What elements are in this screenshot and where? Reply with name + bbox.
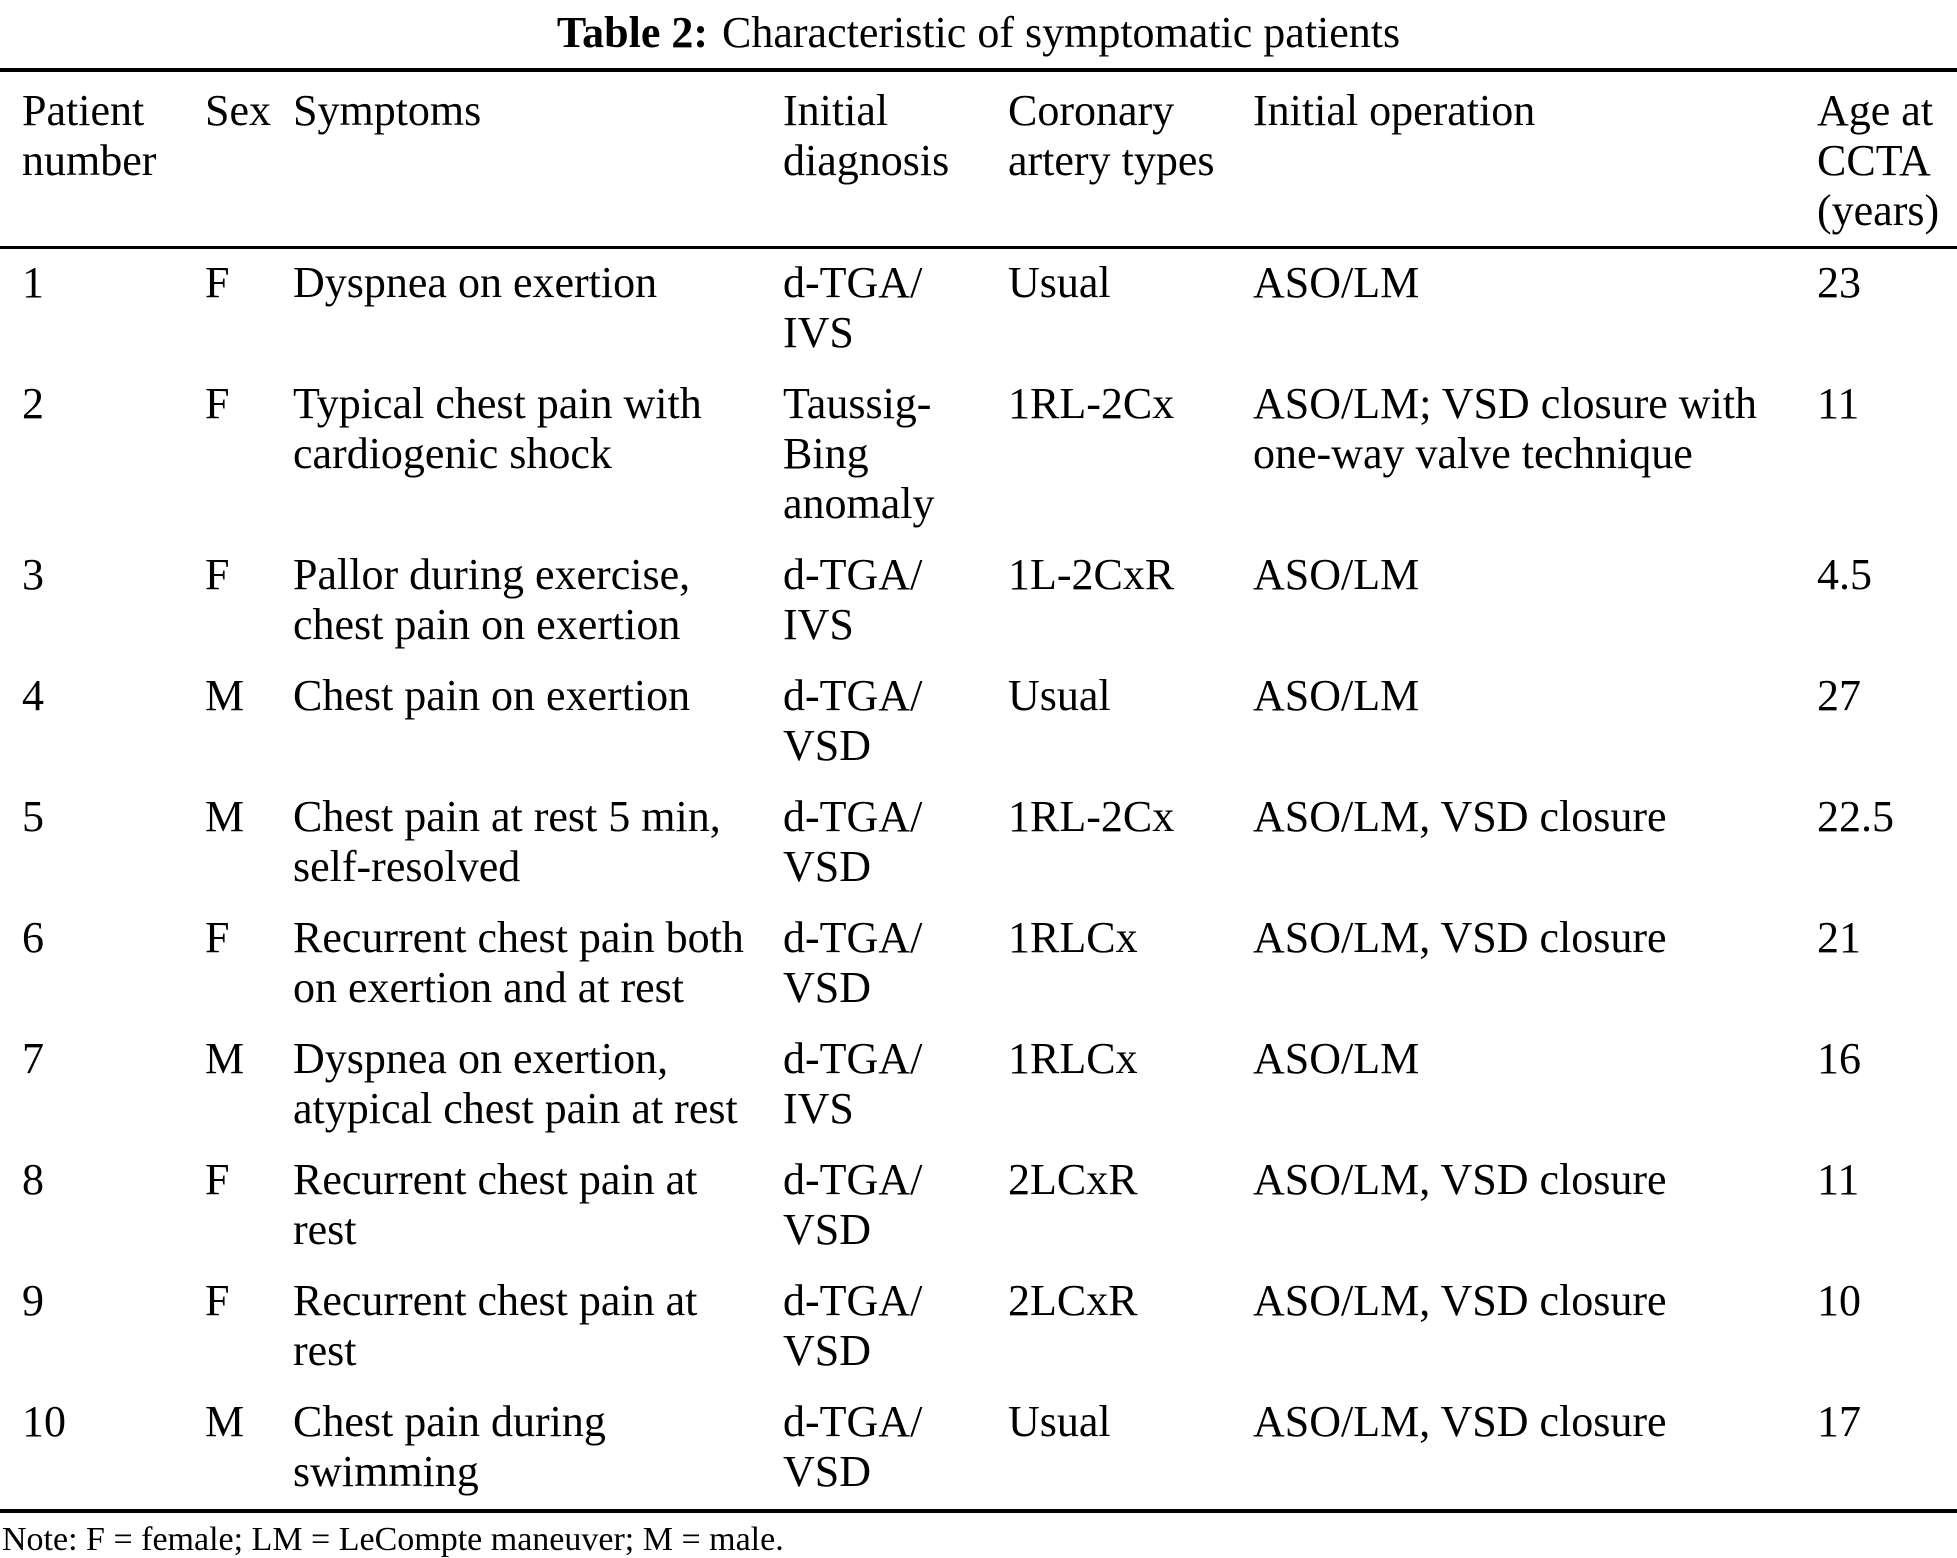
cell-patient-number: 3 (22, 550, 44, 599)
cell-coronary-artery-types: Usual (1008, 671, 1111, 720)
cell-age-at-ccta-years: 21 (1817, 913, 1861, 962)
cell-patient-number: 6 (22, 913, 44, 962)
table-row: 4 M Chest pain on exertion d-TGA/​VSD Usual A… (0, 662, 1957, 783)
cell-coronary-artery-types: Usual (1008, 258, 1111, 307)
col-header-sex: Sex (205, 70, 293, 249)
cell-sex: M (205, 1034, 245, 1083)
cell-coronary-artery-types: 2LCxR (1008, 1155, 1138, 1204)
cell-symptoms: Chest pain during swimming (293, 1397, 606, 1496)
cell-initial-diagnosis: d-TGA/​IVS (783, 258, 923, 357)
cell-initial-operation: ASO/​LM (1253, 550, 1420, 599)
cell-initial-operation: ASO/​LM (1253, 1034, 1420, 1083)
table-footnote: Note: F = female; LM = LeCompte maneuver… (2, 1521, 784, 1558)
cell-initial-operation: ASO/​LM (1253, 258, 1420, 307)
col-header-symptoms: Symptoms (293, 70, 783, 249)
table-row: 6 F Recurrent chest pain both on exertion … (0, 904, 1957, 1025)
table-body: 1 F Dyspnea on exertion d-TGA/​IVS Usual ASO/… (0, 248, 1957, 1512)
cell-age-at-ccta-years: 11 (1817, 1155, 1860, 1204)
cell-sex: F (205, 550, 230, 599)
cell-symptoms: Chest pain on exertion (293, 671, 691, 720)
col-header-coronary-artery-types: Coronary artery types (1008, 70, 1253, 249)
cell-symptoms: Chest pain at rest 5 min, self-resolved (293, 792, 721, 891)
table-row: 1 F Dyspnea on exertion d-TGA/​IVS Usual ASO/… (0, 248, 1957, 371)
cell-initial-operation: ASO/​LM, VSD closure (1253, 913, 1667, 962)
cell-patient-number: 2 (22, 379, 44, 428)
cell-initial-operation: ASO/​LM (1253, 671, 1420, 720)
cell-coronary-artery-types: 1RLCx (1008, 913, 1138, 962)
table-row: 10 M Chest pain during swimming d-TGA/​VSD U… (0, 1388, 1957, 1511)
cell-initial-operation: ASO/​LM, VSD closure (1253, 1397, 1667, 1446)
cell-coronary-artery-types: 1RL-2Cx (1008, 792, 1175, 841)
cell-sex: M (205, 792, 245, 841)
cell-age-at-ccta-years: 23 (1817, 258, 1861, 307)
table-header-row: Patient number Sex Symptoms Initial diag… (0, 70, 1957, 249)
cell-age-at-ccta-years: 4.5 (1817, 550, 1872, 599)
cell-age-at-ccta-years: 22.5 (1817, 792, 1894, 841)
col-header-age-at-ccta-years: Age at CCTA (years) (1817, 70, 1957, 249)
cell-initial-operation: ASO/​LM, VSD closure (1253, 1155, 1667, 1204)
cell-initial-diagnosis: d-TGA/​VSD (783, 1276, 923, 1375)
cell-symptoms: Recurrent chest pain both on exertion an… (293, 913, 744, 1012)
cell-initial-diagnosis: d-TGA/​VSD (783, 1397, 923, 1496)
table-row: 9 F Recurrent chest pain at rest d-TGA/​VSD… (0, 1267, 1957, 1388)
cell-patient-number: 1 (22, 258, 44, 307)
patients-table: Patient number Sex Symptoms Initial diag… (0, 68, 1957, 1513)
cell-initial-diagnosis: d-TGA/​IVS (783, 550, 923, 649)
cell-sex: F (205, 1155, 230, 1204)
cell-patient-number: 4 (22, 671, 44, 720)
cell-sex: M (205, 1397, 245, 1446)
cell-age-at-ccta-years: 27 (1817, 671, 1861, 720)
table-row: 7 M Dyspnea on exertion, atypical chest pa… (0, 1025, 1957, 1146)
cell-patient-number: 5 (22, 792, 44, 841)
cell-age-at-ccta-years: 11 (1817, 379, 1860, 428)
cell-symptoms: Typical chest pain with cardiogenic shoc… (293, 379, 702, 478)
cell-symptoms: Pallor during exercise, chest pain on ex… (293, 550, 691, 649)
cell-sex: F (205, 258, 230, 307)
table-row: 8 F Recurrent chest pain at rest d-TGA/​VSD… (0, 1146, 1957, 1267)
table-title-label: Table 2: (556, 8, 709, 57)
cell-symptoms: Dyspnea on exertion, atypical chest pain… (293, 1034, 738, 1133)
table-title: Table 2: Characteristic of symptomatic pa… (0, 0, 1957, 58)
cell-sex: F (205, 913, 230, 962)
table-row: 5 M Chest pain at rest 5 min, self-resolve… (0, 783, 1957, 904)
cell-age-at-ccta-years: 16 (1817, 1034, 1861, 1083)
cell-patient-number: 10 (22, 1397, 66, 1446)
cell-initial-diagnosis: d-TGA/​VSD (783, 913, 923, 1012)
cell-patient-number: 7 (22, 1034, 44, 1083)
cell-coronary-artery-types: 1L-2CxR (1008, 550, 1175, 599)
cell-initial-operation: ASO/​LM, VSD closure (1253, 792, 1667, 841)
cell-sex: F (205, 379, 230, 428)
cell-initial-diagnosis: d-TGA/​VSD (783, 671, 923, 770)
cell-symptoms: Recurrent chest pain at rest (293, 1276, 698, 1375)
cell-age-at-ccta-years: 17 (1817, 1397, 1861, 1446)
cell-coronary-artery-types: 2LCxR (1008, 1276, 1138, 1325)
cell-initial-diagnosis: d-TGA/​VSD (783, 1155, 923, 1254)
cell-initial-diagnosis: d-TGA/​IVS (783, 1034, 923, 1133)
table-header: Patient number Sex Symptoms Initial diag… (0, 70, 1957, 249)
col-header-initial-operation: Initial operation (1253, 70, 1817, 249)
cell-age-at-ccta-years: 10 (1817, 1276, 1861, 1325)
cell-symptoms: Recurrent chest pain at rest (293, 1155, 698, 1254)
table-row: 3 F Pallor during exercise, chest pain on … (0, 541, 1957, 662)
col-header-initial-diagnosis: Initial diagnosis (783, 70, 1008, 249)
cell-patient-number: 8 (22, 1155, 44, 1204)
cell-initial-operation: ASO/​LM, VSD closure (1253, 1276, 1667, 1325)
cell-sex: M (205, 671, 245, 720)
cell-symptoms: Dyspnea on exertion (293, 258, 658, 307)
col-header-patient-number: Patient number (0, 70, 205, 249)
cell-initial-diagnosis: Taussig-Bing anomaly (783, 379, 935, 528)
cell-coronary-artery-types: 1RL-2Cx (1008, 379, 1175, 428)
cell-initial-operation: ASO/​LM; VSD closure with one-way valve … (1253, 379, 1757, 478)
cell-coronary-artery-types: Usual (1008, 1397, 1111, 1446)
cell-coronary-artery-types: 1RLCx (1008, 1034, 1138, 1083)
cell-sex: F (205, 1276, 230, 1325)
cell-patient-number: 9 (22, 1276, 44, 1325)
cell-initial-diagnosis: d-TGA/​VSD (783, 792, 923, 891)
table-row: 2 F Typical chest pain with cardiogenic sh… (0, 370, 1957, 541)
table-title-text: Characteristic of symptomatic patients (722, 8, 1401, 57)
